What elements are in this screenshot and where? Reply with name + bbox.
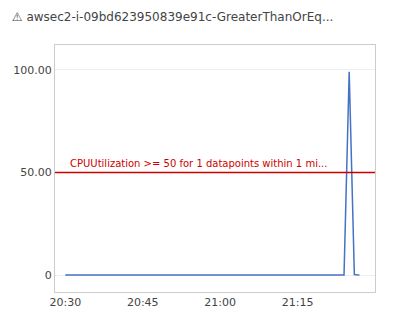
svg-text:21:00: 21:00 bbox=[204, 296, 236, 309]
svg-text:0: 0 bbox=[45, 269, 52, 282]
svg-text:CPUUtilization >= 50 for 1 dat: CPUUtilization >= 50 for 1 datapoints wi… bbox=[70, 158, 327, 169]
svg-text:20:45: 20:45 bbox=[127, 296, 159, 309]
svg-text:21:15: 21:15 bbox=[282, 296, 314, 309]
svg-text:20:30: 20:30 bbox=[49, 296, 81, 309]
svg-text:⚠ awsec2-i-09bd623950839e91c-G: ⚠ awsec2-i-09bd623950839e91c-GreaterThan… bbox=[12, 10, 333, 24]
svg-text:50.00: 50.00 bbox=[20, 166, 52, 179]
svg-text:100.00: 100.00 bbox=[13, 64, 52, 77]
